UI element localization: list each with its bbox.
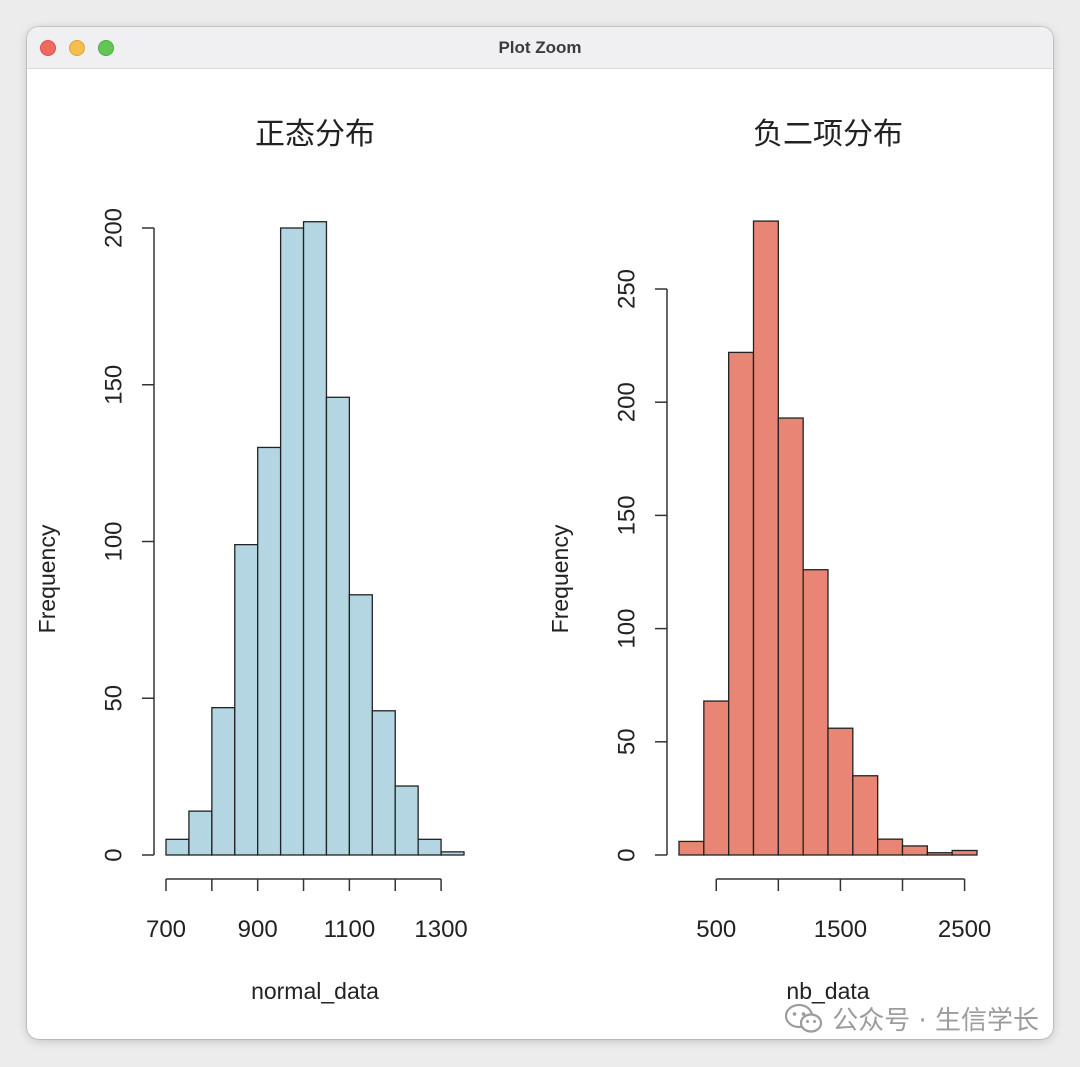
nb-y-tick-label: 150	[613, 495, 640, 535]
normal-x-axis-title: normal_data	[251, 978, 379, 1004]
nb-y-tick-label: 250	[613, 269, 640, 309]
normal-histogram-bar	[394, 785, 419, 856]
window-title: Plot Zoom	[498, 38, 582, 57]
normal-y-axis-title: Frequency	[34, 524, 60, 633]
wechat-icon	[785, 1003, 823, 1033]
nb-histogram-bar	[678, 840, 705, 856]
nb-y-axis-title: Frequency	[547, 524, 573, 633]
normal-histogram-bar	[325, 396, 351, 856]
nb-x-tick-label: 2500	[938, 916, 991, 943]
watermark-text: 公众号 · 生信学长	[832, 1006, 1039, 1036]
nb-chart-title: 负二项分布	[753, 117, 903, 152]
plot-zoom-window: Plot Zoom 正态分布 0 50 100 150 200 700 900 1100 1300…	[27, 27, 1053, 1039]
normal-y-tick-label: 0	[100, 848, 127, 861]
nb-histogram-bar	[901, 845, 928, 856]
normal-histogram-bar	[234, 543, 259, 856]
title-bar[interactable]: Plot Zoom	[27, 27, 1053, 69]
nb-x-tick-label: 500	[696, 916, 736, 943]
nb-histogram-bar	[827, 727, 854, 856]
normal-histogram-bar	[348, 594, 373, 856]
zoom-window-button[interactable]	[98, 40, 114, 56]
nb-histogram-bar	[752, 220, 779, 856]
normal-x-tick-label: 900	[238, 916, 278, 943]
normal-y-tick-label: 100	[100, 521, 127, 561]
normal-histogram-bar	[417, 838, 442, 856]
nb-x-axis-title: nb_data	[786, 978, 869, 1004]
minimize-window-button[interactable]	[69, 40, 85, 56]
nb-histogram-bar	[951, 849, 978, 856]
normal-chart-title: 正态分布	[255, 117, 375, 152]
normal-histogram-bar	[257, 446, 282, 856]
close-window-button[interactable]	[40, 40, 56, 56]
nb-y-tick-label: 200	[613, 382, 640, 422]
normal-histogram-bar	[440, 851, 465, 856]
nb-histogram-bar	[777, 417, 804, 856]
normal-y-tick-label: 50	[100, 685, 127, 712]
normal-y-tick-label: 200	[100, 208, 127, 248]
watermark: 公众号 · 生信学长	[784, 1000, 1039, 1037]
nb-histogram-bar	[852, 775, 879, 856]
plot-area: 正态分布 0 50 100 150 200 700 900 1100 1300 normal_dat…	[27, 69, 1053, 1039]
normal-histogram-bar	[302, 221, 328, 856]
normal-histogram-bar	[211, 707, 236, 856]
nb-histogram-bar	[703, 700, 730, 856]
nb-histogram-bar	[877, 838, 904, 856]
nb-histogram-bar	[926, 852, 953, 856]
normal-x-tick-label: 1300	[414, 916, 467, 943]
normal-x-tick-label: 700	[146, 916, 186, 943]
normal-histogram-bar	[188, 810, 213, 856]
normal-histogram-bar	[165, 838, 190, 856]
histogram-plots: 正态分布 0 50 100 150 200 700 900 1100 1300 normal_dat…	[34, 117, 991, 1004]
normal-histogram-bar	[279, 227, 305, 856]
normal-y-tick-label: 150	[100, 365, 127, 405]
normal-x-tick-label: 1100	[324, 916, 376, 943]
nb-y-tick-label: 50	[613, 728, 640, 755]
nb-y-tick-label: 0	[613, 848, 640, 861]
nb-y-tick-label: 100	[613, 609, 640, 649]
nb-histogram-bar	[728, 351, 755, 856]
nb-x-tick-label: 1500	[814, 916, 867, 943]
normal-histogram-bar	[371, 710, 396, 856]
nb-histogram-bar	[802, 569, 829, 856]
